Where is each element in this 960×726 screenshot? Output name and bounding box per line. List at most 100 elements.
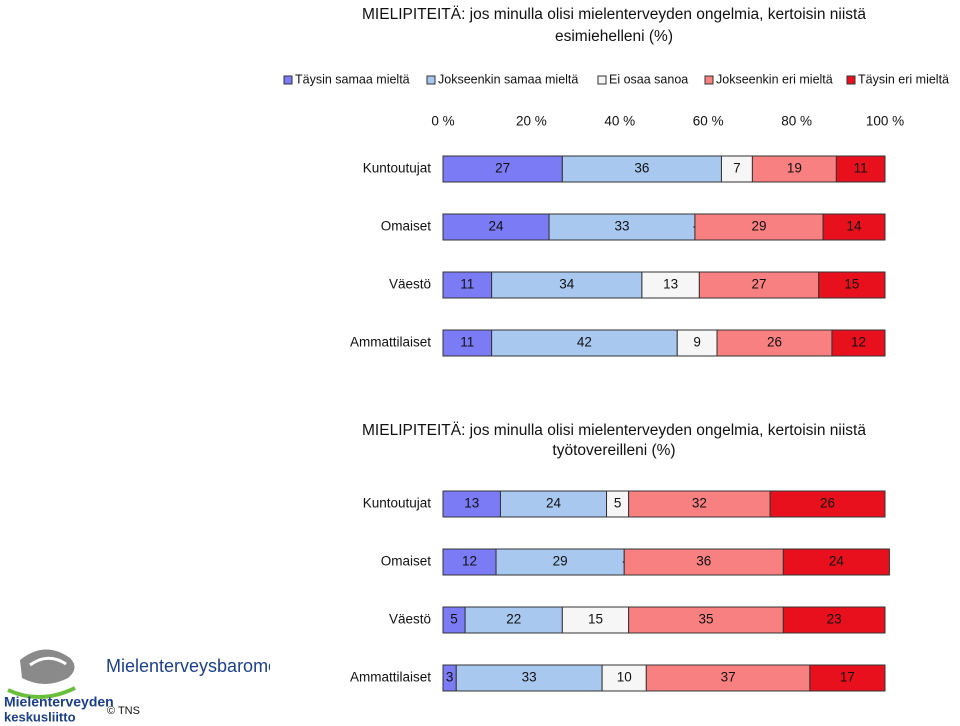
value-label: 10 xyxy=(617,670,632,685)
value-label: 32 xyxy=(692,496,707,511)
category-label: Omaiset xyxy=(381,554,432,569)
bar-segment xyxy=(831,329,886,357)
bar-segment xyxy=(822,213,886,241)
logo: Mielenterveyden keskusliitto xyxy=(4,649,114,724)
value-label: 12 xyxy=(851,335,866,350)
bar-segment xyxy=(720,155,753,183)
bar-segment xyxy=(442,155,563,183)
value-label: 24 xyxy=(829,554,845,569)
value-label: 36 xyxy=(634,161,649,176)
x-tick-label: 100 % xyxy=(866,114,904,129)
value-label: 24 xyxy=(546,496,562,511)
value-label: 12 xyxy=(462,554,477,569)
x-tick-label: 40 % xyxy=(604,114,635,129)
value-label: 5 xyxy=(450,612,458,627)
bar-segment xyxy=(641,271,700,299)
chart-title: MIELIPITEITÄ: jos minulla olisi mielente… xyxy=(362,6,866,23)
value-label: 34 xyxy=(559,277,575,292)
legend-swatch xyxy=(704,75,714,85)
x-tick-label: 60 % xyxy=(693,114,724,129)
legend-label: Jokseenkin samaa mieltä xyxy=(438,72,578,86)
legend-label: Jokseenkin eri mieltä xyxy=(716,72,833,86)
bar-segment xyxy=(628,490,771,518)
value-label: 29 xyxy=(553,554,568,569)
bar-segment xyxy=(442,490,501,518)
value-label: 24 xyxy=(489,219,505,234)
bar-segment xyxy=(601,664,647,692)
legend-swatch xyxy=(283,75,293,85)
bar-segment xyxy=(809,664,886,692)
value-label: 22 xyxy=(506,612,521,627)
bar-segment xyxy=(499,490,608,518)
chart-title: MIELIPITEITÄ: jos minulla olisi mielente… xyxy=(362,422,866,439)
value-label: 23 xyxy=(827,612,842,627)
bar-segment xyxy=(442,329,493,357)
x-tick-label: 20 % xyxy=(516,114,547,129)
bar-segment xyxy=(442,548,497,576)
value-label: 7 xyxy=(733,161,741,176)
copyright: © TNS xyxy=(107,705,140,717)
bar-segment xyxy=(442,213,550,241)
value-label: 17 xyxy=(840,670,855,685)
value-label: 13 xyxy=(663,277,678,292)
bar-segment xyxy=(769,490,886,518)
bar-segment xyxy=(782,606,886,634)
value-label: 13 xyxy=(464,496,479,511)
x-tick-label: 0 % xyxy=(431,114,454,129)
legend-label: Ei osaa sanoa xyxy=(609,72,688,86)
category-label: Kuntoutujat xyxy=(363,496,432,511)
value-label: 35 xyxy=(698,612,713,627)
value-label: 26 xyxy=(820,496,835,511)
bar-segment xyxy=(716,329,833,357)
value-label: 27 xyxy=(495,161,510,176)
x-tick-label: 80 % xyxy=(781,114,812,129)
value-label: 3 xyxy=(446,670,454,685)
value-label: 36 xyxy=(696,554,711,569)
bar-segment xyxy=(548,213,696,241)
value-label: 15 xyxy=(844,277,859,292)
bar-segment xyxy=(645,664,811,692)
value-label: 11 xyxy=(460,335,474,350)
value-label: 9 xyxy=(693,335,701,350)
value-label: 33 xyxy=(614,219,629,234)
bar-segment xyxy=(628,606,784,634)
category-label: Omaiset xyxy=(381,219,432,234)
legend-swatch xyxy=(426,75,436,85)
bar-segment xyxy=(835,155,886,183)
category-label: Väestö xyxy=(389,612,431,627)
bar-segment xyxy=(623,548,784,576)
value-label: 37 xyxy=(721,670,736,685)
value-label: 14 xyxy=(847,219,863,234)
chart-title: työtovereilleni (%) xyxy=(552,442,675,459)
bar-segment xyxy=(694,213,824,241)
category-label: Kuntoutujat xyxy=(363,161,432,176)
bar-segment xyxy=(676,329,718,357)
category-label: Ammattilaiset xyxy=(350,335,431,350)
value-label: 27 xyxy=(752,277,767,292)
bar-segment xyxy=(818,271,886,299)
legend-label: Täysin samaa mieltä xyxy=(295,72,410,86)
legend-swatch xyxy=(597,75,607,85)
bar-segment xyxy=(698,271,820,299)
logo-text: keskusliitto xyxy=(4,709,76,724)
bar-segment xyxy=(455,664,603,692)
chart-title: esimiehelleni (%) xyxy=(555,28,673,45)
value-label: 42 xyxy=(577,335,592,350)
value-label: 26 xyxy=(767,335,782,350)
value-label: 29 xyxy=(752,219,767,234)
category-label: Väestö xyxy=(389,277,431,292)
value-label: 19 xyxy=(787,161,802,176)
value-label: 15 xyxy=(588,612,603,627)
value-label: 11 xyxy=(854,161,868,176)
barometer-title: Mielenterveysbarometri xyxy=(106,656,293,676)
value-label: 33 xyxy=(522,670,537,685)
value-label: 11 xyxy=(460,277,474,292)
bar-segment xyxy=(561,155,722,183)
legend-label: Täysin eri mieltä xyxy=(858,72,949,86)
legend-swatch xyxy=(846,75,856,85)
bar-segment xyxy=(464,606,563,634)
value-label: 5 xyxy=(614,496,622,511)
bar-segment xyxy=(782,548,890,576)
category-label: Ammattilaiset xyxy=(350,670,431,685)
